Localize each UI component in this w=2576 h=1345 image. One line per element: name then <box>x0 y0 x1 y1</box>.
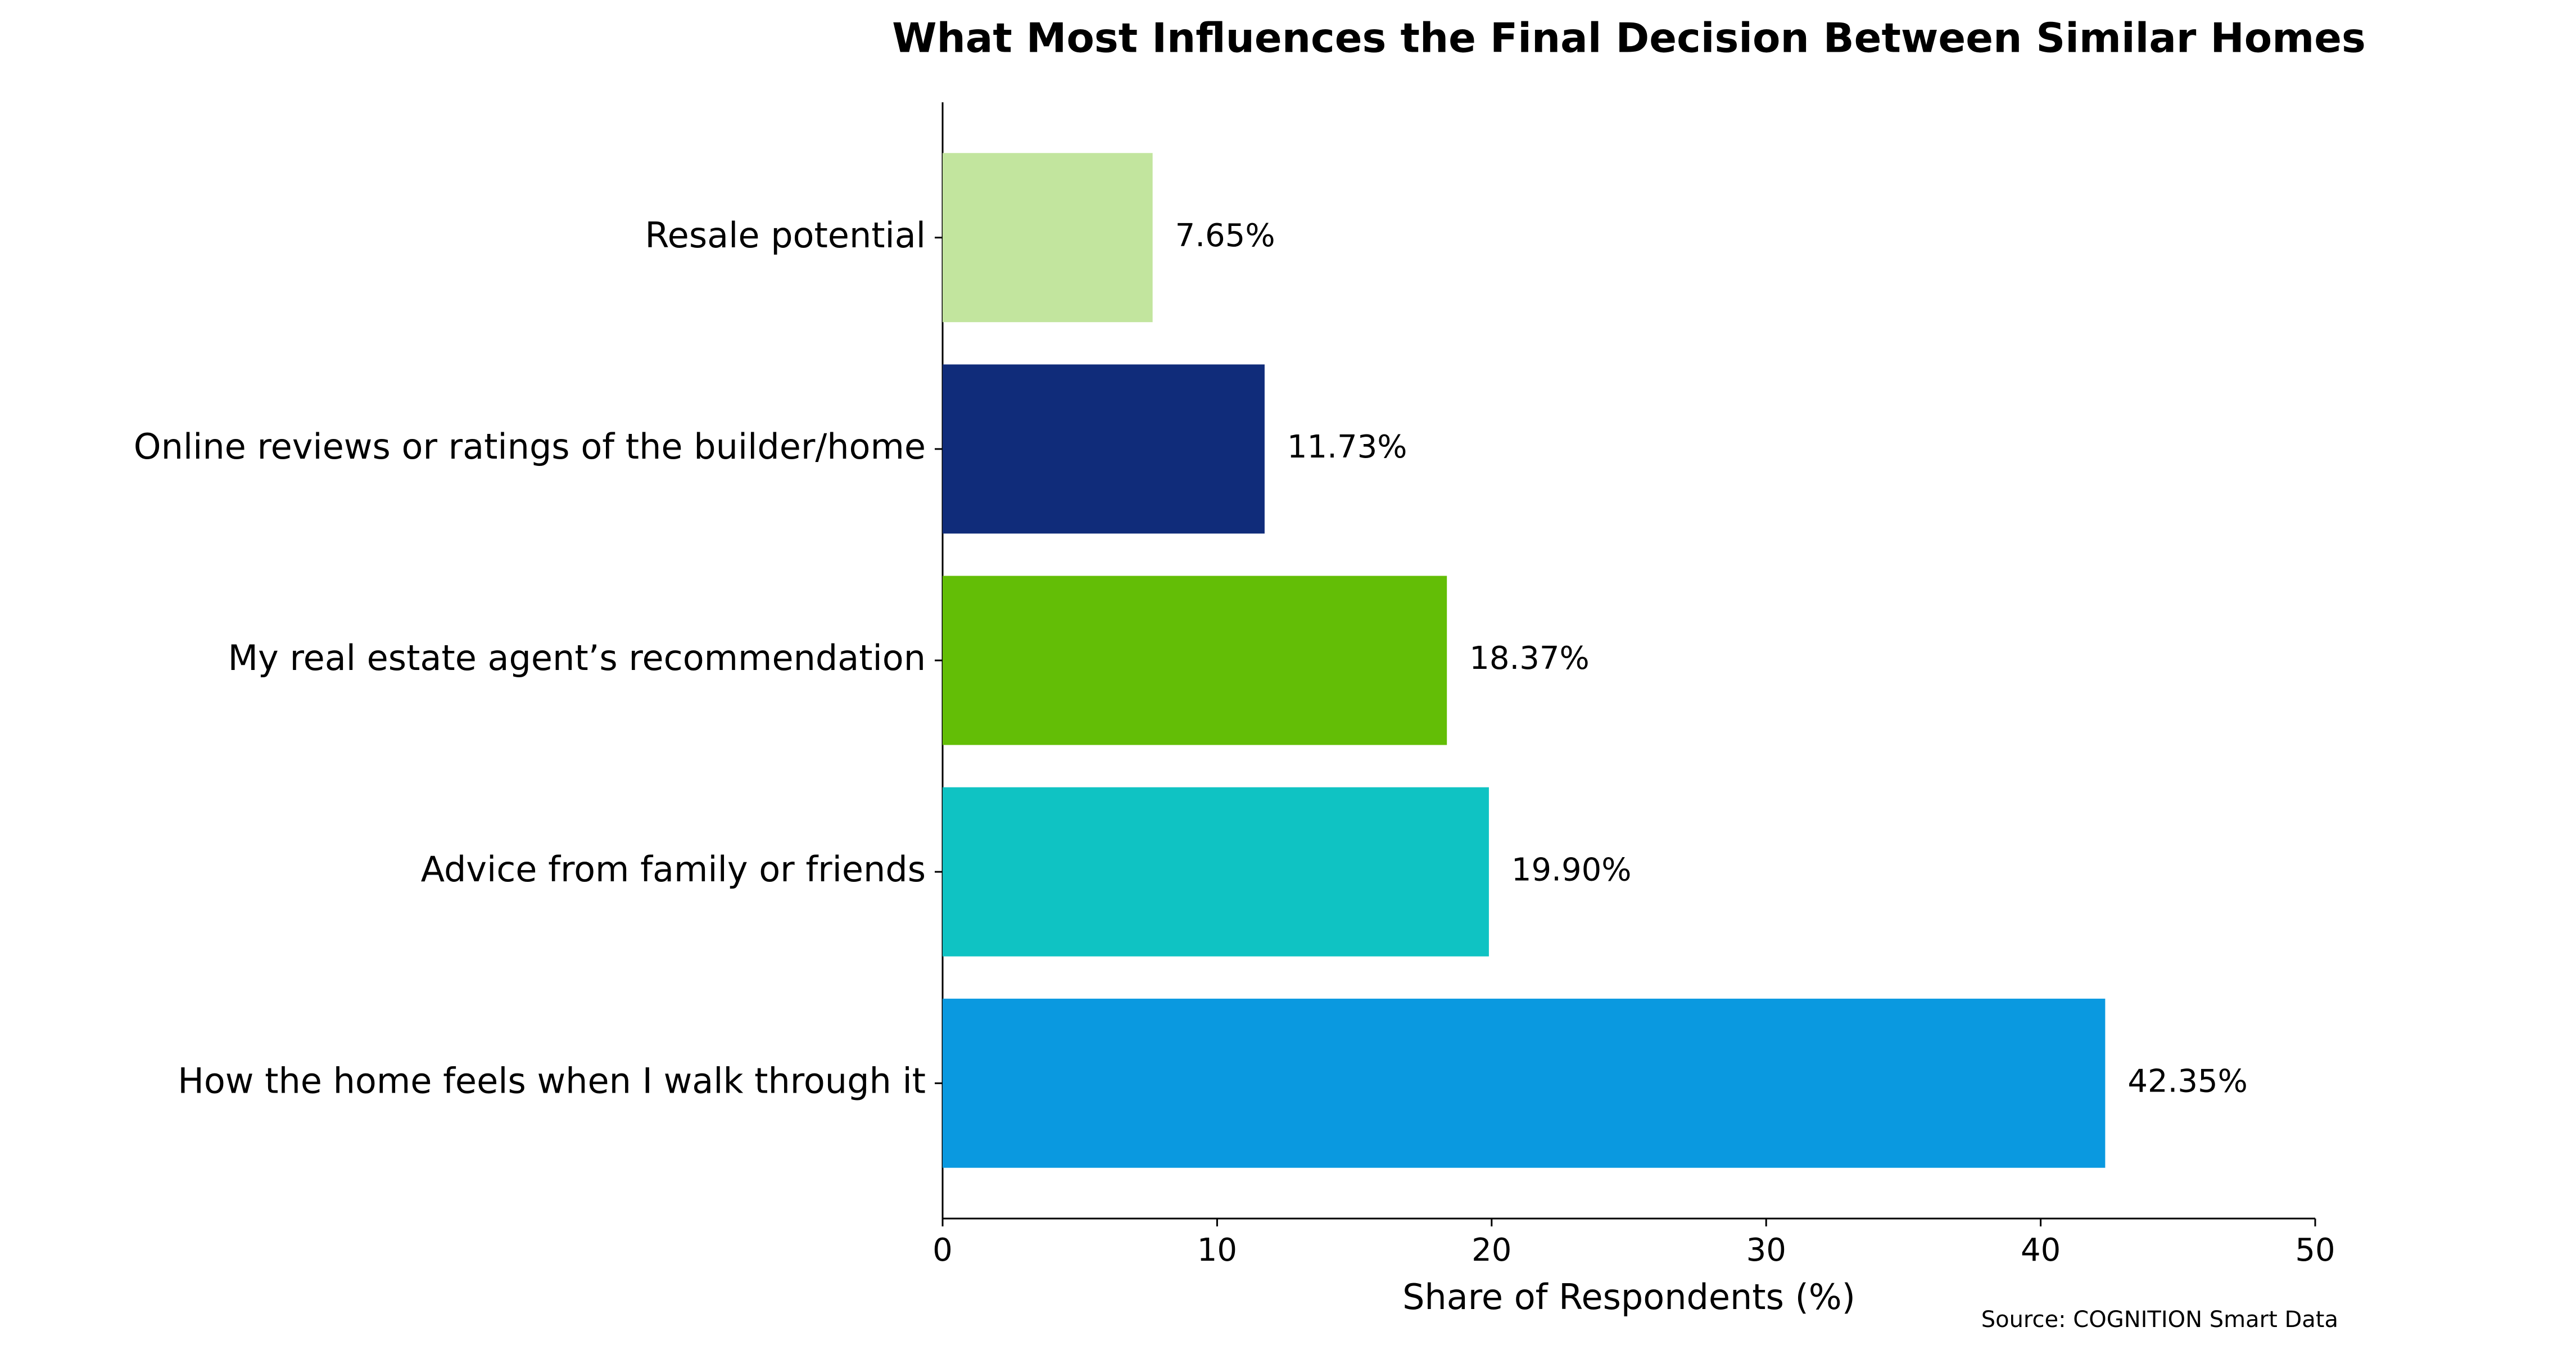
y-tick-label: My real estate agent’s recommendation <box>228 637 926 678</box>
value-label: 7.65% <box>1175 218 1275 254</box>
bar <box>943 153 1153 323</box>
y-tick-label: Advice from family or friends <box>421 849 926 890</box>
y-tick-label: How the home feels when I walk through i… <box>178 1060 926 1101</box>
source-note: Source: COGNITION Smart Data <box>1981 1307 2338 1333</box>
bar <box>943 787 1489 957</box>
y-tick-label: Resale potential <box>645 215 926 256</box>
value-label: 42.35% <box>2127 1063 2248 1099</box>
bar <box>943 364 1265 534</box>
chart-title: What Most Influences the Final Decision … <box>892 15 2366 62</box>
value-label: 19.90% <box>1511 852 1632 888</box>
value-label: 18.37% <box>1469 640 1590 677</box>
x-tick-label: 20 <box>1472 1232 1511 1269</box>
x-tick-label: 50 <box>2295 1232 2335 1269</box>
x-tick-label: 40 <box>2021 1232 2061 1269</box>
bar <box>943 576 1447 745</box>
bar <box>943 998 2106 1168</box>
x-tick-label: 10 <box>1197 1232 1237 1269</box>
value-label: 11.73% <box>1287 429 1407 465</box>
y-tick-label: Online reviews or ratings of the builder… <box>134 426 926 467</box>
x-axis-label: Share of Respondents (%) <box>1402 1276 1855 1317</box>
x-tick-label: 0 <box>932 1232 953 1269</box>
x-tick-label: 30 <box>1746 1232 1786 1269</box>
